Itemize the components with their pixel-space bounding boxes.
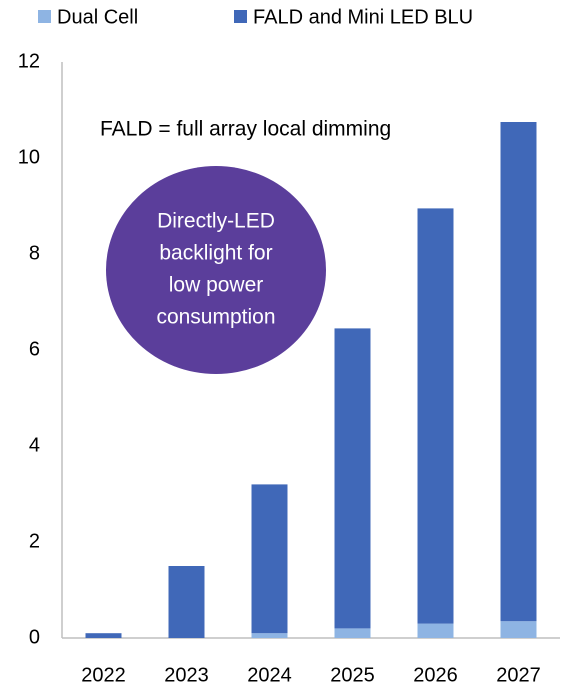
legend-label: Dual Cell	[57, 6, 138, 28]
x-tick-label: 2024	[247, 664, 292, 686]
annotation: FALD = full array local dimming	[100, 118, 391, 141]
x-tick-label: 2026	[413, 664, 458, 686]
bar-segment	[85, 633, 122, 638]
x-tick-label: 2027	[496, 664, 541, 686]
callout-bubble	[106, 166, 326, 374]
bar-segment	[417, 623, 454, 638]
y-tick-label: 4	[29, 434, 40, 456]
x-tick-label: 2022	[81, 664, 126, 686]
legend-swatch	[234, 10, 247, 23]
callout-text: backlight for	[159, 242, 272, 265]
callout-text: consumption	[156, 306, 275, 329]
x-tick-label: 2023	[164, 664, 209, 686]
bar-segment	[500, 621, 537, 638]
y-tick-label: 6	[29, 338, 40, 360]
y-tick-label: 10	[18, 146, 40, 168]
bar-segment	[334, 328, 371, 629]
y-tick-label: 0	[29, 626, 40, 648]
bar-segment	[417, 208, 454, 624]
y-tick-label: 2	[29, 530, 40, 552]
bar-segment	[500, 122, 537, 622]
bar-segment	[168, 566, 205, 638]
bar-segment	[251, 633, 288, 638]
x-tick-label: 2025	[330, 664, 375, 686]
bar-segment	[334, 628, 371, 638]
callout-text: low power	[169, 274, 264, 297]
legend-label: FALD and Mini LED BLU	[253, 6, 473, 28]
y-tick-label: 8	[29, 242, 40, 264]
legend-swatch	[38, 10, 51, 23]
callout-text: Directly-LED	[157, 210, 275, 233]
y-tick-label: 12	[18, 50, 40, 72]
bar-segment	[251, 484, 288, 634]
